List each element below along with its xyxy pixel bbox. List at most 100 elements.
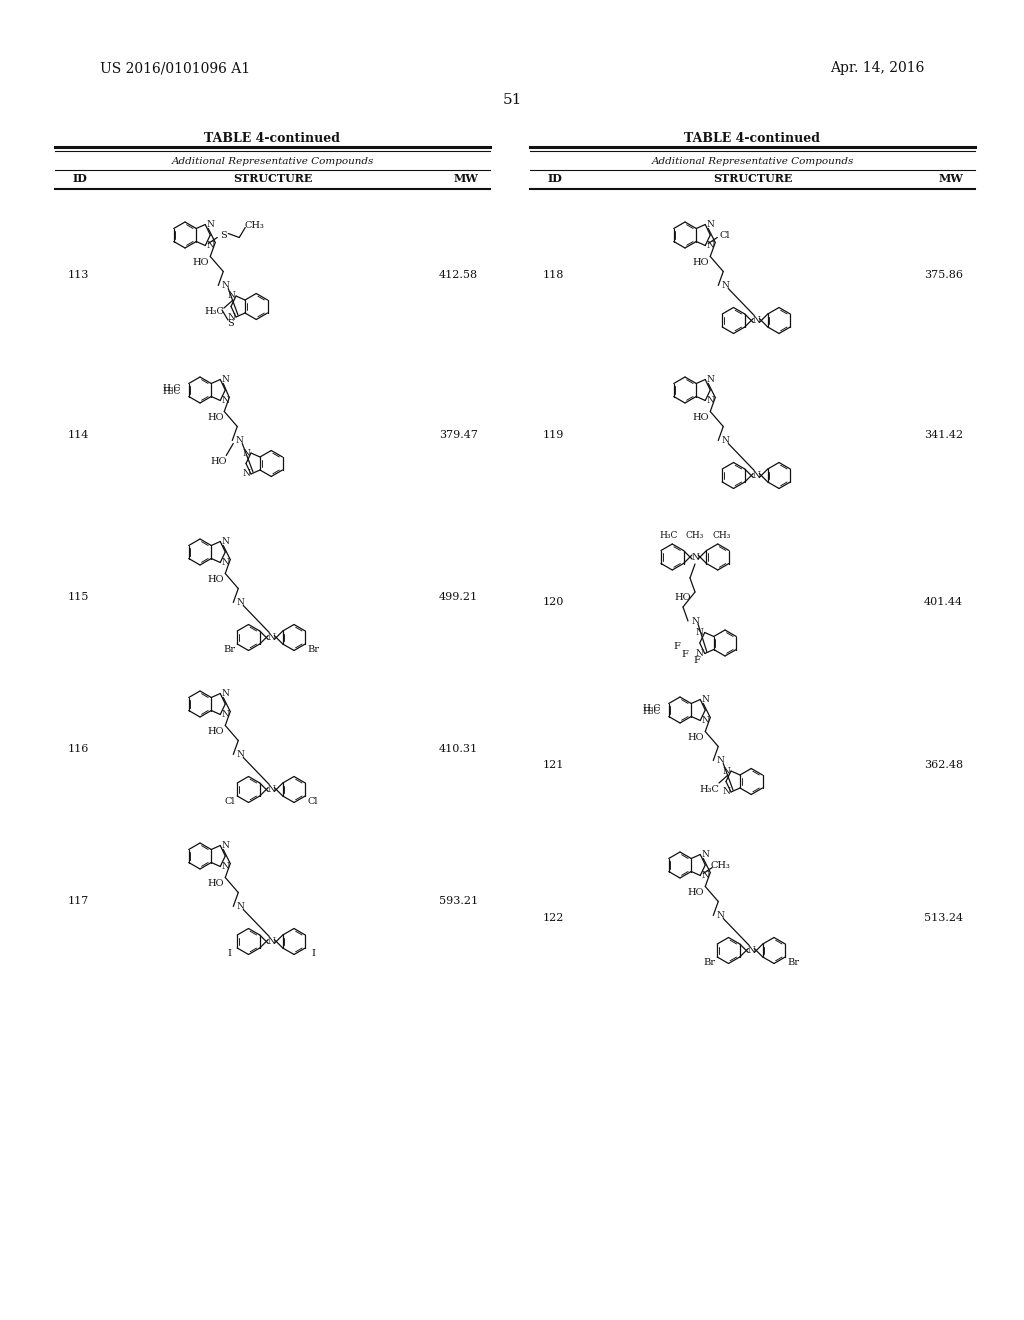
Text: N: N: [221, 537, 229, 546]
Text: N: N: [722, 767, 730, 776]
Text: HO: HO: [687, 888, 703, 898]
Text: H₃C: H₃C: [163, 387, 181, 396]
Text: 410.31: 410.31: [439, 744, 478, 754]
Text: 375.86: 375.86: [924, 271, 963, 280]
Text: MW: MW: [938, 173, 963, 185]
Text: N: N: [707, 396, 714, 405]
Text: 121: 121: [543, 760, 564, 770]
Text: N: N: [707, 242, 714, 249]
Text: 113: 113: [68, 271, 89, 280]
Text: N: N: [237, 750, 244, 759]
Text: HO: HO: [193, 257, 209, 267]
Text: N: N: [242, 449, 250, 458]
Text: Br: Br: [307, 644, 319, 653]
Text: 362.48: 362.48: [924, 760, 963, 770]
Text: 116: 116: [68, 744, 89, 754]
Text: H₃C: H₃C: [699, 784, 719, 793]
Text: H₃C: H₃C: [659, 532, 678, 540]
Text: 115: 115: [68, 591, 89, 602]
Text: N: N: [267, 937, 275, 946]
Text: N: N: [721, 281, 729, 290]
Text: HO: HO: [675, 594, 691, 602]
Text: N: N: [695, 628, 703, 638]
Text: N: N: [221, 841, 229, 850]
Text: 122: 122: [543, 913, 564, 923]
Text: N: N: [221, 558, 229, 568]
Text: HO: HO: [692, 257, 709, 267]
Text: N: N: [221, 710, 229, 719]
Text: N: N: [707, 375, 714, 384]
Text: HO: HO: [692, 413, 709, 422]
Text: HO: HO: [207, 576, 223, 583]
Text: N: N: [753, 315, 760, 325]
Text: N: N: [221, 396, 229, 405]
Text: 118: 118: [543, 271, 564, 280]
Text: CH₃: CH₃: [711, 861, 730, 870]
Text: 341.42: 341.42: [924, 430, 963, 440]
Text: S: S: [227, 318, 234, 327]
Text: F: F: [693, 656, 700, 665]
Text: N: N: [701, 871, 710, 880]
Text: US 2016/0101096 A1: US 2016/0101096 A1: [100, 61, 250, 75]
Text: N: N: [221, 689, 229, 698]
Text: 401.44: 401.44: [924, 597, 963, 607]
Text: 119: 119: [543, 430, 564, 440]
Text: N: N: [221, 375, 229, 384]
Text: H₃C: H₃C: [642, 704, 660, 713]
Text: 499.21: 499.21: [439, 591, 478, 602]
Text: N: N: [221, 281, 229, 290]
Text: Additional Representative Compounds: Additional Representative Compounds: [171, 157, 374, 165]
Text: HO: HO: [687, 733, 703, 742]
Text: CH₃: CH₃: [245, 220, 264, 230]
Text: 114: 114: [68, 430, 89, 440]
Text: 51: 51: [503, 92, 521, 107]
Text: F: F: [674, 642, 680, 651]
Text: HO: HO: [207, 413, 223, 422]
Text: N: N: [237, 598, 244, 607]
Text: N: N: [227, 313, 234, 322]
Text: MW: MW: [454, 173, 478, 185]
Text: H₃C: H₃C: [163, 384, 181, 393]
Text: N: N: [237, 902, 244, 911]
Text: N: N: [707, 220, 714, 228]
Text: N: N: [236, 436, 243, 445]
Text: CH₃: CH₃: [686, 532, 705, 540]
Text: N: N: [206, 220, 214, 228]
Text: N: N: [748, 946, 755, 954]
Text: N: N: [691, 616, 699, 626]
Text: ID: ID: [73, 173, 88, 185]
Text: S: S: [220, 231, 226, 240]
Text: N: N: [695, 649, 703, 657]
Text: Cl: Cl: [719, 231, 729, 240]
Text: Cl: Cl: [308, 797, 318, 805]
Text: N: N: [267, 785, 275, 795]
Text: N: N: [227, 292, 234, 301]
Text: TABLE 4-continued: TABLE 4-continued: [205, 132, 341, 144]
Text: F: F: [681, 649, 688, 659]
Text: HO: HO: [207, 879, 223, 888]
Text: 412.58: 412.58: [439, 271, 478, 280]
Text: N: N: [717, 756, 724, 766]
Text: Br: Br: [223, 644, 236, 653]
Text: Br: Br: [787, 958, 799, 966]
Text: STRUCTURE: STRUCTURE: [232, 173, 312, 185]
Text: 513.24: 513.24: [924, 913, 963, 923]
Text: 379.47: 379.47: [439, 430, 478, 440]
Text: Apr. 14, 2016: Apr. 14, 2016: [829, 61, 924, 75]
Text: I: I: [227, 949, 231, 958]
Text: N: N: [701, 850, 710, 859]
Text: Additional Representative Compounds: Additional Representative Compounds: [651, 157, 854, 165]
Text: TABLE 4-continued: TABLE 4-continued: [684, 132, 820, 144]
Text: N: N: [721, 436, 729, 445]
Text: N: N: [722, 788, 730, 796]
Text: N: N: [717, 911, 724, 920]
Text: STRUCTURE: STRUCTURE: [713, 173, 793, 185]
Text: 120: 120: [543, 597, 564, 607]
Text: N: N: [242, 470, 250, 479]
Text: H₃C: H₃C: [642, 708, 660, 715]
Text: Cl: Cl: [224, 797, 234, 805]
Text: N: N: [221, 862, 229, 871]
Text: I: I: [311, 949, 315, 958]
Text: HO: HO: [207, 727, 223, 737]
Text: 593.21: 593.21: [439, 896, 478, 906]
